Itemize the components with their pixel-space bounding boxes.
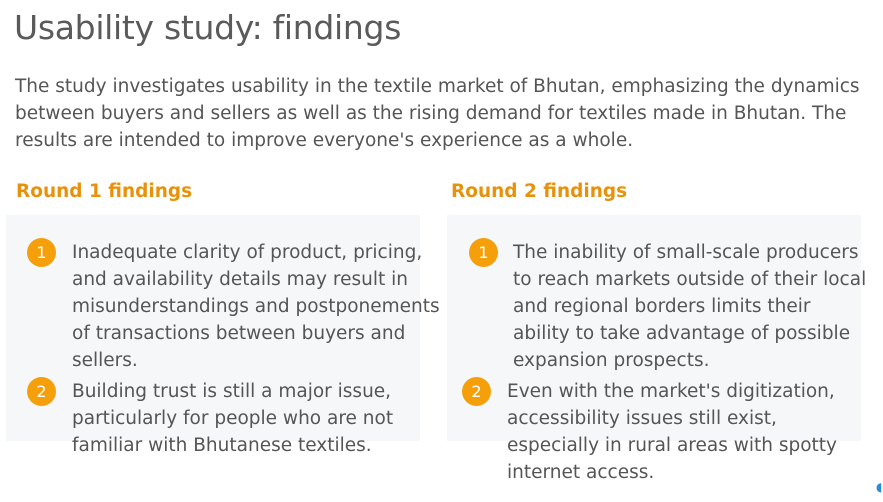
round-2-panel	[447, 215, 861, 441]
round-2-heading: Round 2 findings	[451, 181, 628, 202]
round-1-finding-1: Inadequate clarity of product, pricing, …	[72, 242, 440, 371]
finding-number-badge: 1	[469, 238, 498, 267]
finding-number-badge: 1	[27, 238, 56, 267]
page-title: Usability study: findings	[14, 8, 402, 47]
round-1-heading: Round 1 findings	[16, 181, 193, 202]
round-2-finding-2: Even with the market's digitization, acc…	[507, 381, 838, 483]
intro-paragraph: The study investigates usability in the …	[15, 76, 860, 151]
finding-number-badge: 2	[462, 377, 491, 406]
round-2-finding-1: The inability of small-scale producers t…	[513, 242, 867, 371]
edge-fragment-icon: ◖	[876, 480, 883, 494]
finding-number-badge: 2	[27, 377, 56, 406]
round-1-finding-2: Building trust is still a major issue, p…	[72, 381, 394, 456]
round-1-panel	[6, 215, 420, 441]
